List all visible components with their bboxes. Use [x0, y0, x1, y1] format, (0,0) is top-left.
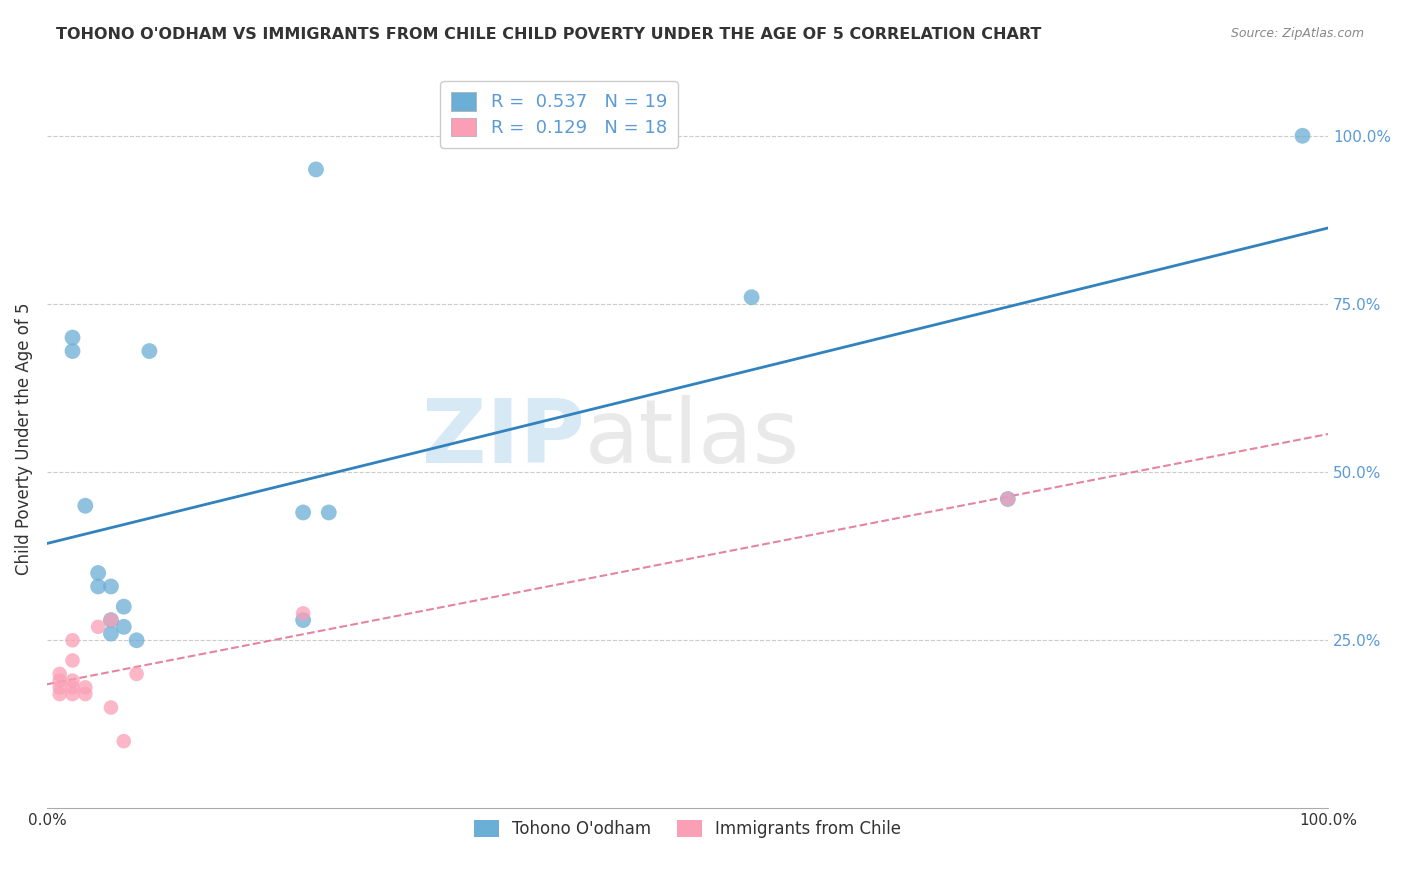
Point — [48, 687, 70, 701]
Point — [292, 506, 315, 520]
Text: Source: ZipAtlas.com: Source: ZipAtlas.com — [1230, 27, 1364, 40]
Point — [125, 633, 148, 648]
Point — [997, 491, 1019, 506]
Text: atlas: atlas — [585, 395, 800, 482]
Point — [75, 499, 97, 513]
Point — [48, 681, 70, 695]
Text: ZIP: ZIP — [422, 395, 585, 482]
Point — [112, 734, 135, 748]
Point — [1291, 128, 1313, 143]
Point — [318, 506, 340, 520]
Text: TOHONO O'ODHAM VS IMMIGRANTS FROM CHILE CHILD POVERTY UNDER THE AGE OF 5 CORRELA: TOHONO O'ODHAM VS IMMIGRANTS FROM CHILE … — [56, 27, 1042, 42]
Point — [87, 579, 110, 593]
Point — [87, 620, 110, 634]
Point — [62, 330, 84, 344]
Point — [292, 613, 315, 627]
Point — [100, 613, 122, 627]
Point — [138, 344, 160, 359]
Point — [62, 687, 84, 701]
Point — [62, 633, 84, 648]
Y-axis label: Child Poverty Under the Age of 5: Child Poverty Under the Age of 5 — [15, 302, 32, 574]
Point — [112, 620, 135, 634]
Point — [292, 607, 315, 621]
Point — [75, 687, 97, 701]
Legend: Tohono O'odham, Immigrants from Chile: Tohono O'odham, Immigrants from Chile — [467, 813, 908, 845]
Point — [100, 613, 122, 627]
Point — [100, 700, 122, 714]
Point — [100, 579, 122, 593]
Point — [62, 681, 84, 695]
Point — [48, 673, 70, 688]
Point — [75, 681, 97, 695]
Point — [112, 599, 135, 614]
Point — [125, 667, 148, 681]
Point — [48, 667, 70, 681]
Point — [62, 344, 84, 359]
Point — [62, 653, 84, 667]
Point — [741, 290, 763, 304]
Point — [100, 626, 122, 640]
Point — [305, 162, 328, 177]
Point — [87, 566, 110, 580]
Point — [997, 491, 1019, 506]
Point — [62, 673, 84, 688]
